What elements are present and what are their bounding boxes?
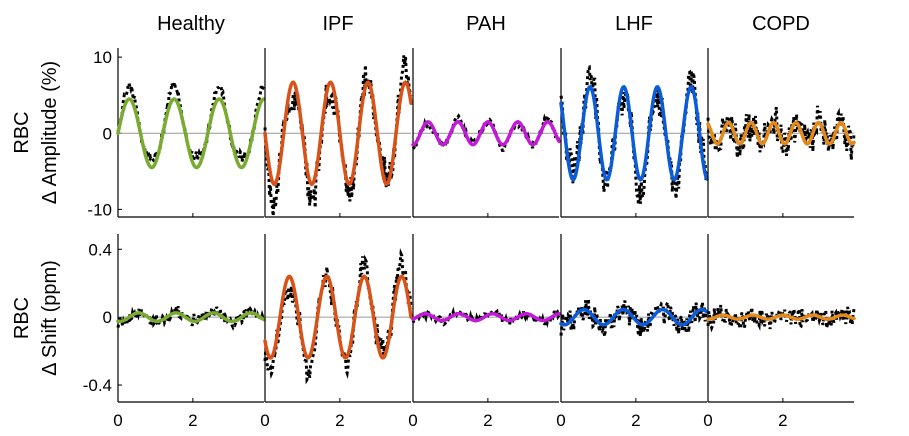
measured-healthy xyxy=(116,77,266,163)
row-0-ylabel: RBC Δ Amplitude (%) xyxy=(11,61,61,204)
panel-copd-row-0 xyxy=(706,48,856,218)
measured-healthy xyxy=(116,305,265,332)
ylabel-line1: RBC xyxy=(11,111,33,153)
fit-lhf xyxy=(559,84,709,182)
panel-pah-row-0 xyxy=(411,48,561,218)
x-tick-label: 2 xyxy=(483,411,492,430)
fit-copd xyxy=(706,120,856,146)
y-tick-label: 10 xyxy=(93,48,112,67)
fit-lhf xyxy=(559,307,709,327)
ylabel-line1: RBC xyxy=(11,297,33,339)
measured-copd xyxy=(706,105,856,160)
panel-lhf-row-0 xyxy=(559,48,709,218)
fit-pah xyxy=(411,120,561,147)
fit-pah xyxy=(411,312,561,323)
x-tick-label: 2 xyxy=(188,411,197,430)
fit-healthy xyxy=(116,97,266,170)
fit-copd xyxy=(706,313,856,321)
y-tick-label: 0 xyxy=(103,124,112,143)
fit-ipf xyxy=(263,80,413,187)
column-title-lhf: LHF xyxy=(615,13,653,35)
y-tick-label: 0 xyxy=(103,308,112,327)
x-tick-label: 0 xyxy=(556,411,565,430)
panel-ipf-row-0 xyxy=(263,48,413,218)
x-tick-label: 0 xyxy=(113,411,122,430)
ylabel-line2: Δ Amplitude (%) xyxy=(39,61,61,204)
column-title-healthy: Healthy xyxy=(157,13,225,35)
y-tick-label: -0.4 xyxy=(83,376,112,395)
x-tick-label: 2 xyxy=(335,411,344,430)
measured-ipf xyxy=(263,55,413,217)
x-tick-label: 0 xyxy=(408,411,417,430)
x-tick-label: 2 xyxy=(778,411,787,430)
column-title-pah: PAH xyxy=(466,13,506,35)
y-tick-label: -10 xyxy=(87,200,112,219)
ylabel-line2: Δ Shift (ppm) xyxy=(39,260,61,376)
measured-copd xyxy=(706,303,856,333)
fit-healthy xyxy=(116,311,266,324)
x-tick-label: 0 xyxy=(260,411,269,430)
panel-healthy-row-0 xyxy=(116,48,266,218)
row-1-ylabel: RBC Δ Shift (ppm) xyxy=(11,260,61,376)
column-title-ipf: IPF xyxy=(322,13,353,35)
column-title-copd: COPD xyxy=(752,13,810,35)
x-tick-label: 0 xyxy=(703,411,712,430)
x-tick-label: 2 xyxy=(631,411,640,430)
y-tick-label: 0.4 xyxy=(88,240,112,259)
fit-ipf xyxy=(263,274,413,360)
